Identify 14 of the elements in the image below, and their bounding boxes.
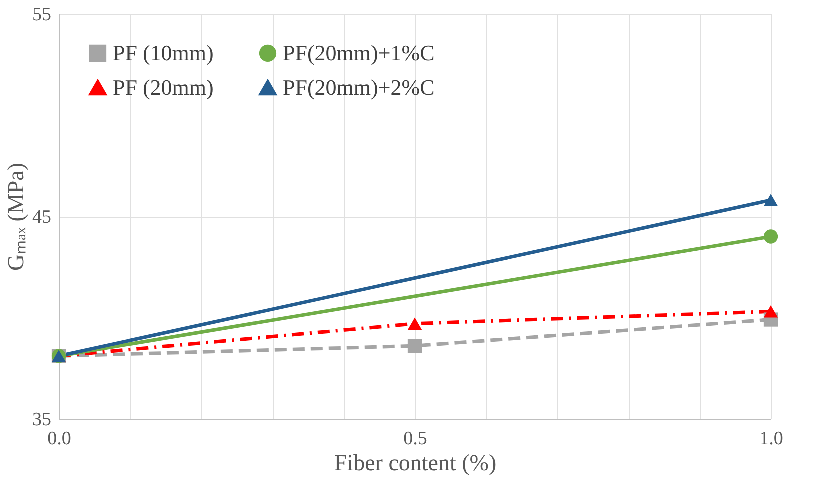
y-tick-label: 35 xyxy=(32,410,52,430)
y-tick-label: 55 xyxy=(32,4,52,26)
y-axis-title: Gₘₐₓ (MPa) xyxy=(4,162,28,272)
x-tick-label: 1.0 xyxy=(760,428,784,450)
x-axis-title: Fiber content (%) xyxy=(334,450,497,476)
legend-label: PF(20mm)+1%C xyxy=(283,40,435,66)
point xyxy=(764,230,778,244)
legend-label: PF (20mm) xyxy=(113,75,214,100)
y-tick-label: 45 xyxy=(32,207,52,228)
legend-label: PF (10mm) xyxy=(113,40,214,66)
legend-label: PF(20mm)+2%C xyxy=(283,75,435,100)
x-tick-label: 0.5 xyxy=(404,428,428,450)
x-tick-label: 0.0 xyxy=(48,428,72,450)
point xyxy=(408,339,422,354)
